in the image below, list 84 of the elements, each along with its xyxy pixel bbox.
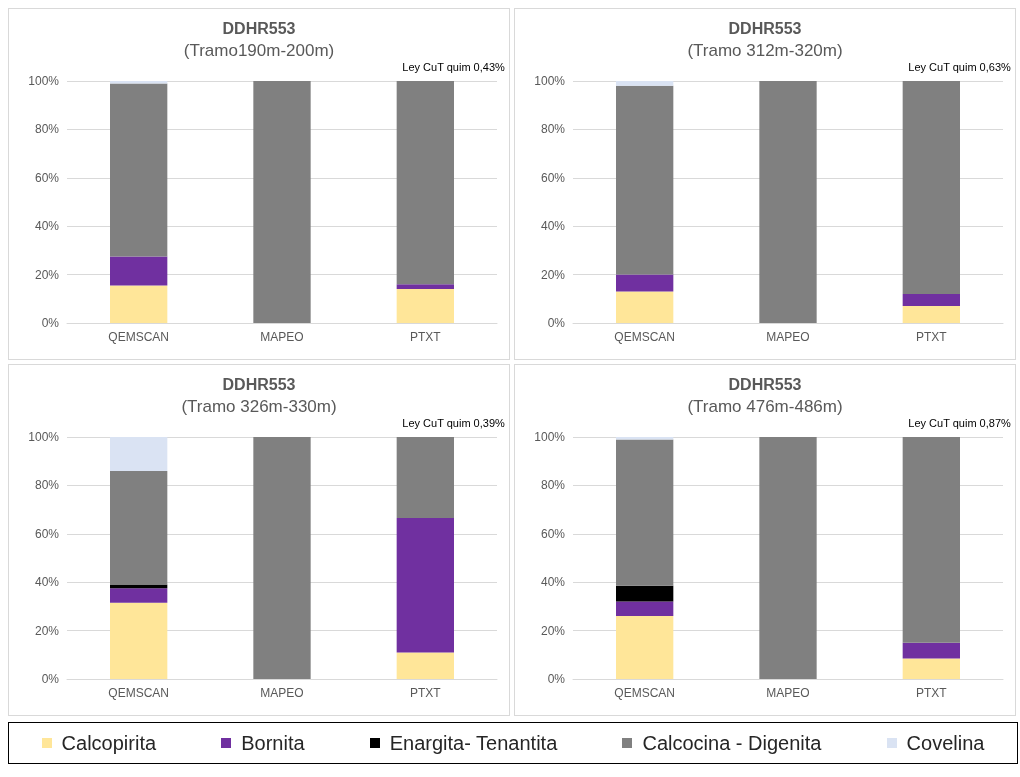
chart-title: DDHR553 [222,375,296,393]
bar [110,470,168,585]
bar [616,601,674,617]
y-tick-label: 40% [34,575,60,590]
bar [110,437,168,471]
x-tick-label: QEMSCAN [614,686,676,700]
x-tick-label: PTXT [916,330,948,344]
y-tick-label: 60% [540,526,566,541]
y-tick-label: 20% [540,623,566,638]
y-tick-label: 100% [28,430,60,444]
y-tick-label: 60% [34,170,60,185]
x-tick-label: MAPEO [766,686,810,700]
x-tick-label: MAPEO [766,330,810,344]
y-tick-label: 80% [540,478,566,493]
legend-label: Enargita- Tenantita [389,731,558,755]
y-tick-label: 80% [540,122,566,137]
legend-label: Calcopirita [61,731,157,755]
y-tick-label: 20% [34,267,60,282]
y-tick-label: 0% [41,672,60,686]
bar [902,306,960,323]
bar [759,437,817,679]
text: Ley CuT quim 0,39% [402,416,506,429]
bar [616,616,674,679]
bar [902,437,960,643]
bar [396,81,454,285]
bar [396,518,454,653]
legend-label: Bornita [241,731,305,755]
bar [110,83,168,257]
y-tick-label: 40% [540,575,566,590]
x-tick-label: MAPEO [260,330,304,344]
bar [253,81,311,323]
y-tick-label: 40% [540,219,566,234]
chart-subtitle: (Tramo 312m-320m) [687,41,843,60]
bar [902,81,960,294]
y-tick-label: 0% [41,316,60,330]
chart-title: DDHR553 [728,19,802,37]
y-tick-label: 20% [34,623,60,638]
x-tick-label: QEMSCAN [108,686,170,700]
x-tick-label: QEMSCAN [108,330,170,344]
bar [110,602,168,679]
bar [902,293,960,307]
bar [110,256,168,286]
x-tick-label: QEMSCAN [614,330,676,344]
chart-title: DDHR553 [728,375,802,393]
bar [902,642,960,659]
y-tick-label: 100% [28,74,60,88]
x-tick-label: PTXT [410,686,442,700]
text: Ley CuT quim 0,43% [402,60,506,73]
bar [396,284,454,290]
y-tick-label: 0% [547,672,566,686]
y-tick-label: 100% [534,430,566,444]
text: Ley CuT quim 0,63% [908,60,1012,73]
bar [616,81,674,86]
bar [902,658,960,679]
y-tick-label: 60% [34,526,60,541]
text: Ley CuT quim 0,87% [908,416,1012,429]
x-tick-label: PTXT [410,330,442,344]
legend-label: Covelina [906,731,985,755]
bar [616,85,674,275]
bar [616,439,674,586]
y-tick-label: 20% [540,267,566,282]
bar [616,274,674,292]
x-tick-label: MAPEO [260,686,304,700]
bar [396,652,454,679]
y-tick-label: 100% [534,74,566,88]
y-tick-label: 40% [34,219,60,234]
y-tick-label: 80% [34,122,60,137]
x-tick-label: PTXT [916,686,948,700]
y-tick-label: 60% [540,170,566,185]
bar [110,285,168,323]
chart-title: DDHR553 [222,19,296,37]
bar [759,81,817,323]
chart-subtitle: (Tramo 476m-486m) [687,397,843,416]
bar [616,291,674,323]
y-tick-label: 80% [34,478,60,493]
legend-label: Calcocina - Digenita [642,731,822,755]
bar [396,289,454,323]
bar [110,588,168,603]
bar [253,437,311,679]
chart-subtitle: (Tramo190m-200m) [183,41,335,60]
bar [616,585,674,602]
y-tick-label: 0% [547,316,566,330]
chart-subtitle: (Tramo 326m-330m) [181,397,337,416]
bar [396,437,454,519]
